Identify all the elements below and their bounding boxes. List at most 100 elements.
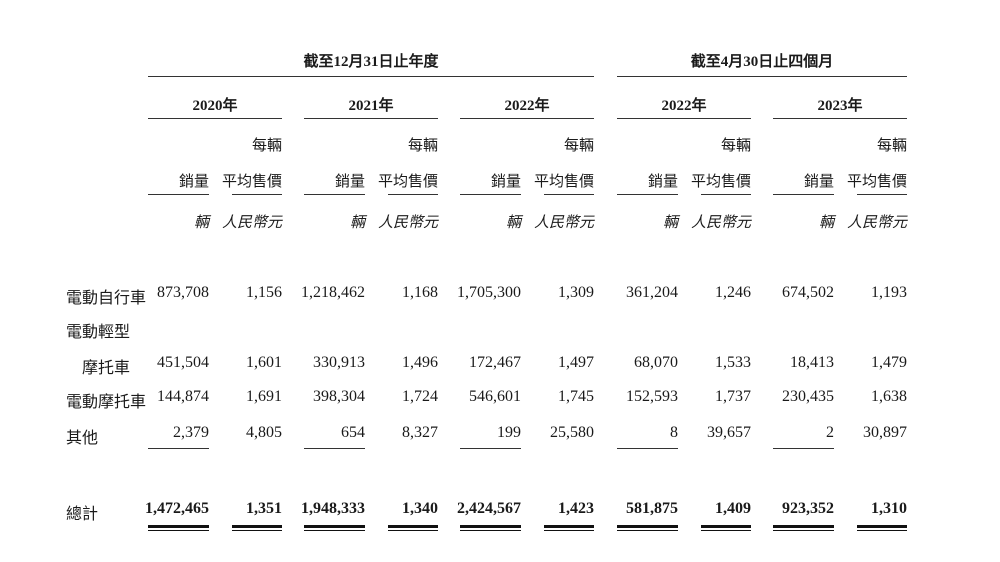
cell-sales-volume: 873,708 bbox=[157, 284, 209, 301]
double-underline bbox=[148, 525, 209, 531]
cell-avg-price: 4,805 bbox=[246, 424, 282, 441]
cell-sales-volume: 2,379 bbox=[173, 424, 209, 441]
cell-avg-price: 1,737 bbox=[715, 388, 751, 405]
cell-avg-price: 1,168 bbox=[402, 284, 438, 301]
cell-sales-volume: 361,204 bbox=[626, 284, 678, 301]
double-underline bbox=[304, 525, 365, 531]
double-underline bbox=[232, 525, 282, 531]
divider bbox=[388, 194, 438, 195]
unit-rmb: 人民幣元 bbox=[533, 215, 594, 231]
col-header-sales: 銷量 bbox=[178, 172, 209, 190]
year-2020: 2020年 bbox=[192, 98, 238, 114]
row-label-e-bicycle: 電動自行車 bbox=[66, 288, 147, 307]
year-2022-4m: 2022年 bbox=[661, 98, 707, 114]
double-underline bbox=[773, 525, 834, 531]
cell-sales-volume: 674,502 bbox=[782, 284, 834, 301]
divider bbox=[304, 118, 438, 119]
row-label-e-light-moto-2: 摩托車 bbox=[82, 358, 131, 377]
col-header-avg-price: 平均售價 bbox=[690, 172, 751, 190]
cell-sales-volume: 8 bbox=[670, 424, 678, 441]
unit-vehicles: 輛 bbox=[505, 215, 521, 231]
total-sales-volume: 923,352 bbox=[782, 500, 834, 517]
cell-sales-volume: 68,070 bbox=[634, 354, 678, 371]
cell-sales-volume: 654 bbox=[341, 424, 365, 441]
total-sales-volume: 581,875 bbox=[626, 500, 678, 517]
cell-sales-volume: 152,593 bbox=[626, 388, 678, 405]
divider bbox=[460, 194, 521, 195]
cell-sales-volume: 2 bbox=[826, 424, 834, 441]
unit-vehicles: 輛 bbox=[818, 215, 834, 231]
double-underline bbox=[388, 525, 438, 531]
cell-avg-price: 39,657 bbox=[707, 424, 751, 441]
group-title-four-months: 截至4月30日止四個月 bbox=[690, 54, 834, 70]
divider bbox=[617, 194, 678, 195]
year-2022: 2022年 bbox=[504, 98, 550, 114]
total-sales-volume: 1,472,465 bbox=[145, 500, 209, 517]
cell-avg-price: 1,246 bbox=[715, 284, 751, 301]
year-2021: 2021年 bbox=[348, 98, 394, 114]
double-underline bbox=[544, 525, 594, 531]
divider bbox=[148, 76, 594, 77]
cell-avg-price: 1,497 bbox=[558, 354, 594, 371]
double-underline bbox=[617, 525, 678, 531]
subtotal-rule bbox=[460, 448, 521, 449]
row-label-e-moto: 電動摩托車 bbox=[66, 392, 147, 411]
row-label-total: 總計 bbox=[66, 504, 99, 523]
col-header-avg-price: 平均售價 bbox=[533, 172, 594, 190]
cell-avg-price: 1,309 bbox=[558, 284, 594, 301]
cell-sales-volume: 199 bbox=[497, 424, 521, 441]
cell-avg-price: 1,724 bbox=[402, 388, 438, 405]
cell-avg-price: 1,193 bbox=[871, 284, 907, 301]
cell-sales-volume: 172,467 bbox=[469, 354, 521, 371]
cell-avg-price: 1,156 bbox=[246, 284, 282, 301]
col-header-sales: 銷量 bbox=[803, 172, 834, 190]
divider bbox=[148, 118, 282, 119]
cell-avg-price: 1,601 bbox=[246, 354, 282, 371]
unit-vehicles: 輛 bbox=[349, 215, 365, 231]
cell-sales-volume: 330,913 bbox=[313, 354, 365, 371]
col-header-avg-price: 平均售價 bbox=[846, 172, 907, 190]
divider bbox=[857, 194, 907, 195]
subtotal-rule bbox=[773, 448, 834, 449]
double-underline bbox=[701, 525, 751, 531]
subtotal-rule bbox=[617, 448, 678, 449]
divider bbox=[773, 118, 907, 119]
cell-avg-price: 1,496 bbox=[402, 354, 438, 371]
divider bbox=[617, 118, 751, 119]
col-header-per-unit: 每輛 bbox=[720, 136, 751, 154]
col-header-avg-price: 平均售價 bbox=[377, 172, 438, 190]
col-header-avg-price: 平均售價 bbox=[221, 172, 282, 190]
unit-vehicles: 輛 bbox=[662, 215, 678, 231]
divider bbox=[304, 194, 365, 195]
total-avg-price: 1,423 bbox=[558, 500, 594, 517]
cell-sales-volume: 546,601 bbox=[469, 388, 521, 405]
col-header-per-unit: 每輛 bbox=[876, 136, 907, 154]
double-underline bbox=[857, 525, 907, 531]
col-header-per-unit: 每輛 bbox=[563, 136, 594, 154]
total-avg-price: 1,310 bbox=[871, 500, 907, 517]
unit-rmb: 人民幣元 bbox=[221, 215, 282, 231]
divider bbox=[544, 194, 594, 195]
cell-avg-price: 1,638 bbox=[871, 388, 907, 405]
cell-avg-price: 25,580 bbox=[550, 424, 594, 441]
col-header-per-unit: 每輛 bbox=[407, 136, 438, 154]
cell-avg-price: 1,533 bbox=[715, 354, 751, 371]
cell-sales-volume: 230,435 bbox=[782, 388, 834, 405]
cell-avg-price: 30,897 bbox=[863, 424, 907, 441]
double-underline bbox=[460, 525, 521, 531]
total-avg-price: 1,340 bbox=[402, 500, 438, 517]
cell-sales-volume: 1,705,300 bbox=[457, 284, 521, 301]
row-label-others: 其他 bbox=[66, 428, 99, 447]
subtotal-rule bbox=[304, 448, 365, 449]
cell-avg-price: 1,691 bbox=[246, 388, 282, 405]
divider bbox=[148, 194, 209, 195]
total-avg-price: 1,351 bbox=[246, 500, 282, 517]
group-title-year-ended: 截至12月31日止年度 bbox=[303, 54, 439, 70]
cell-sales-volume: 398,304 bbox=[313, 388, 365, 405]
subtotal-rule bbox=[148, 448, 209, 449]
col-header-per-unit: 每輛 bbox=[251, 136, 282, 154]
cell-sales-volume: 1,218,462 bbox=[301, 284, 365, 301]
cell-avg-price: 8,327 bbox=[402, 424, 438, 441]
col-header-sales: 銷量 bbox=[647, 172, 678, 190]
divider bbox=[773, 194, 834, 195]
